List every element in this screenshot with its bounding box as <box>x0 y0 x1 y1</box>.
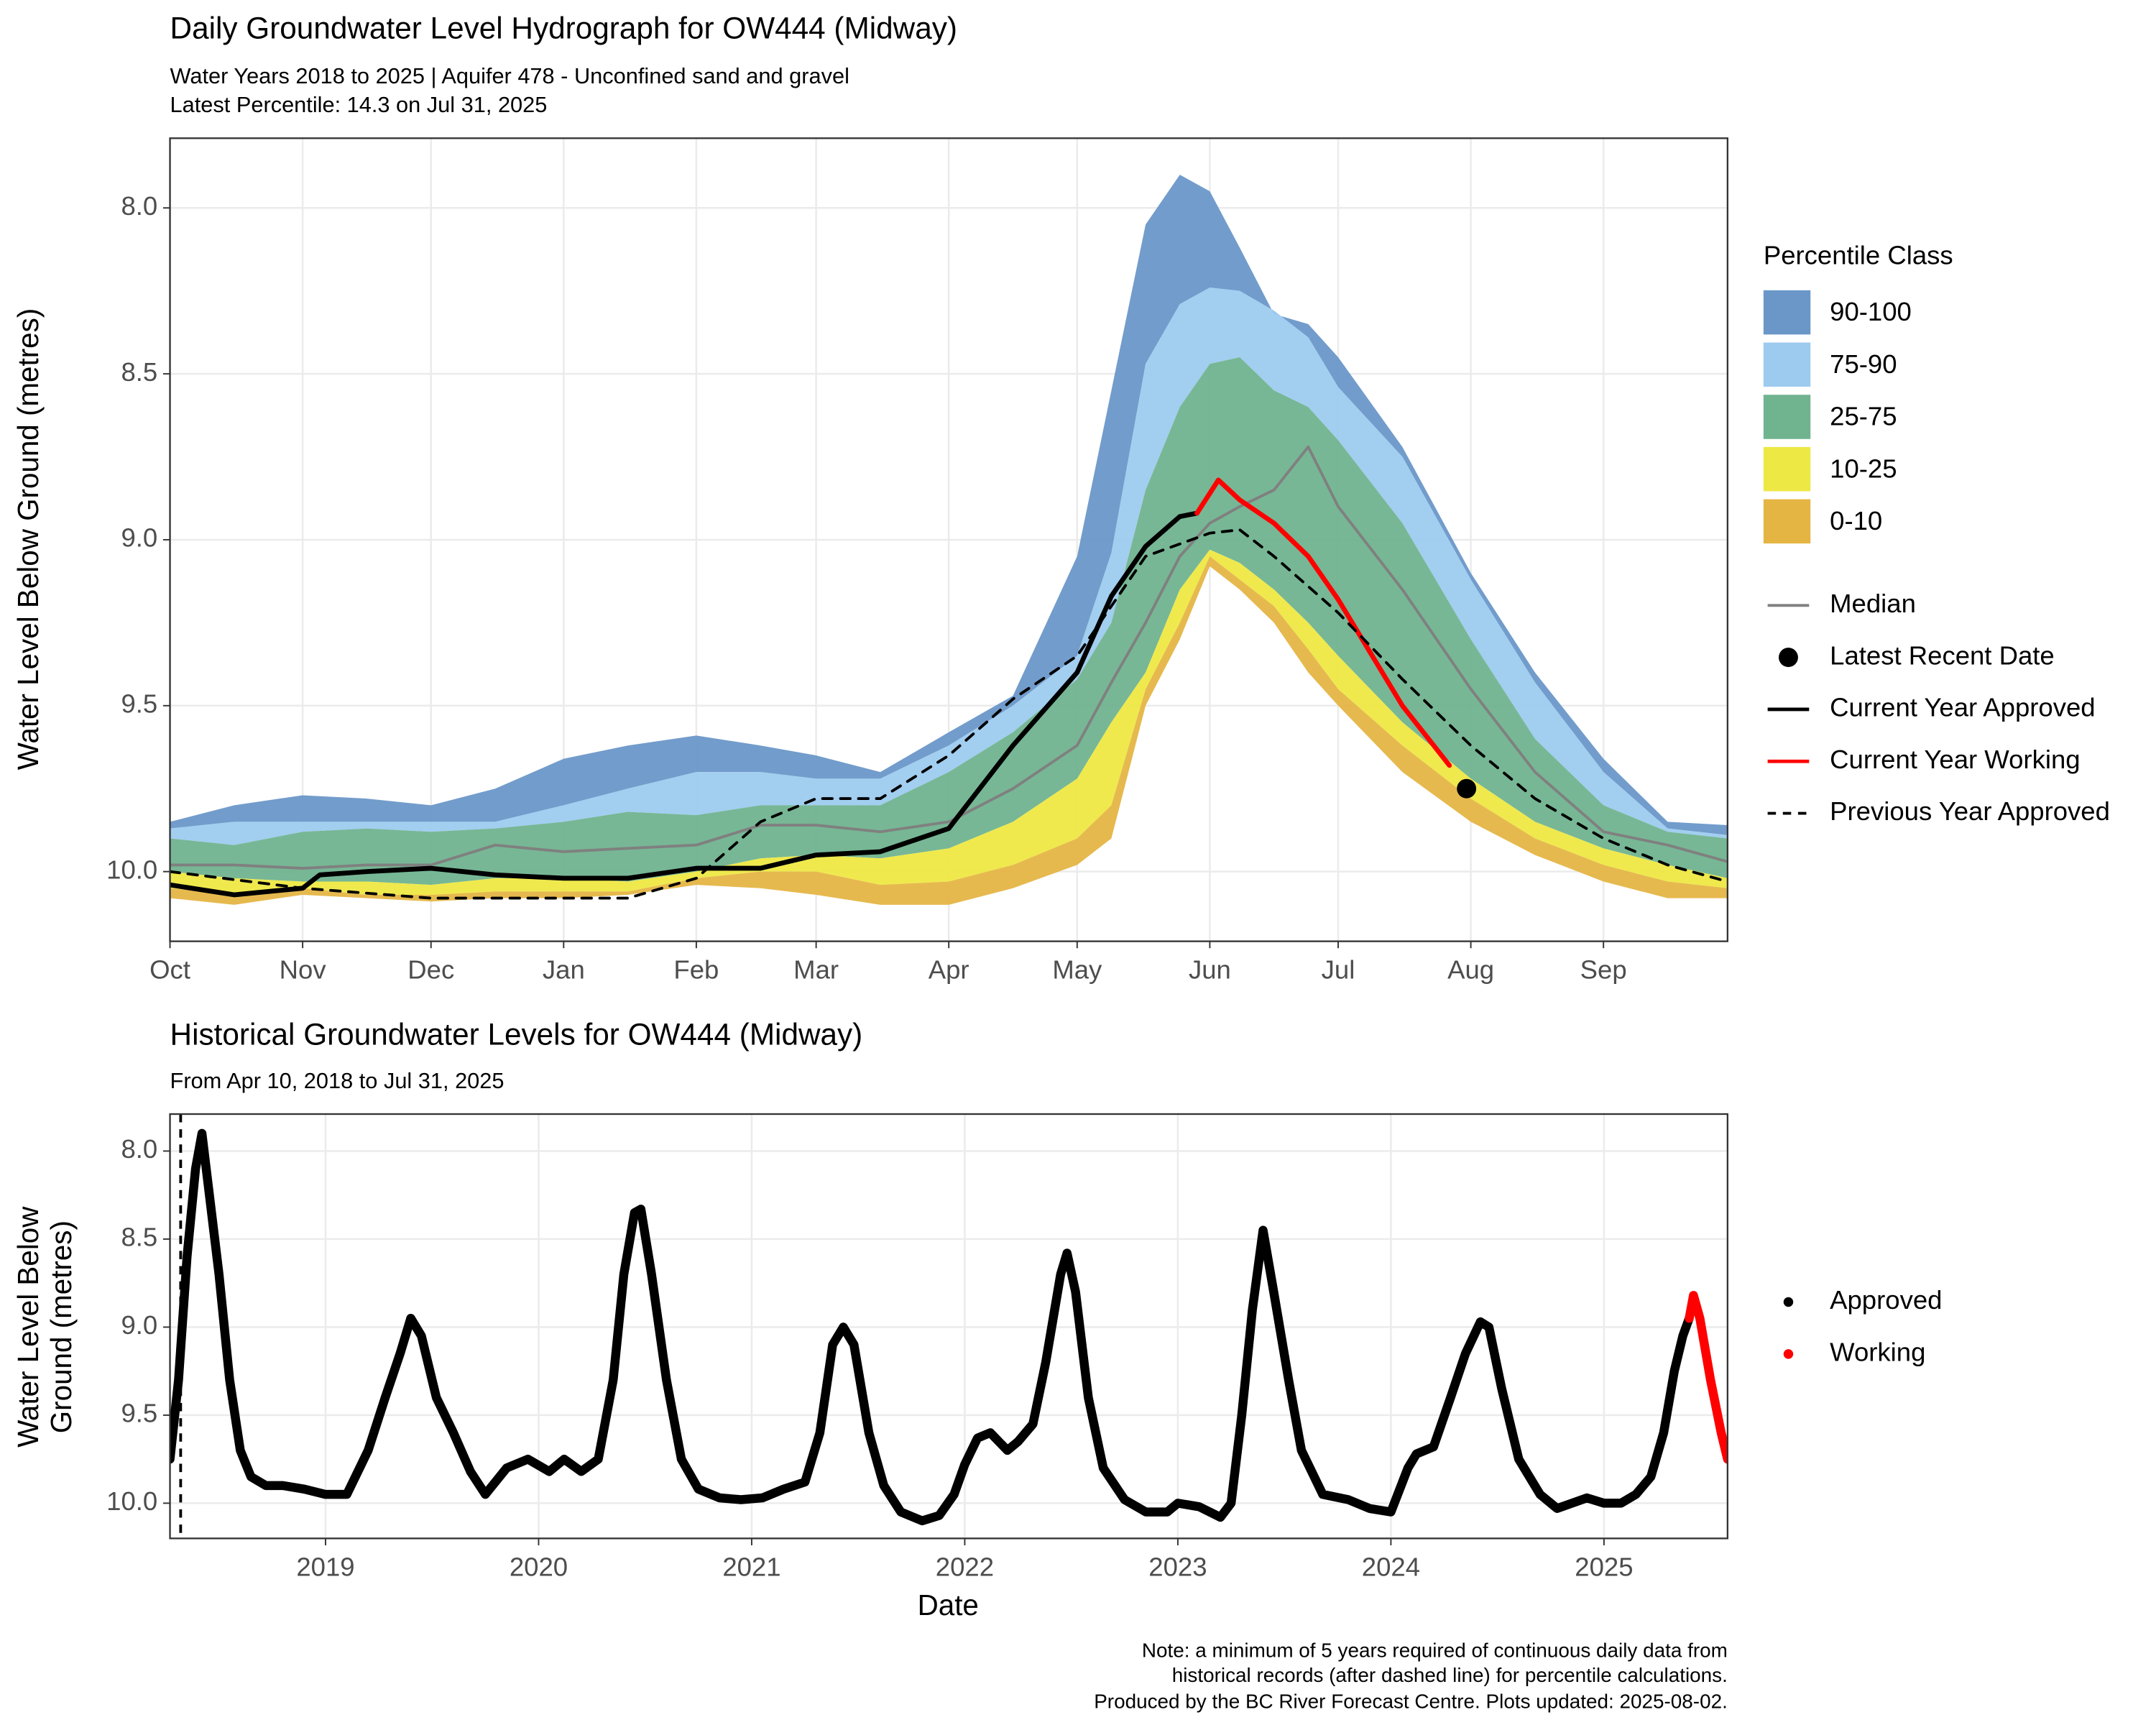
y-axis-label: Water Level Below <box>11 1206 45 1448</box>
chart-subtitle: From Apr 10, 2018 to Jul 31, 2025 <box>170 1068 505 1093</box>
chart-subtitle: Water Years 2018 to 2025 | Aquifer 478 -… <box>170 63 849 88</box>
series-dots <box>1685 1291 1728 1464</box>
y-tick-label: 9.0 <box>121 1310 157 1340</box>
chart-title: Historical Groundwater Levels for OW444 … <box>170 1017 863 1051</box>
legend-label: Previous Year Approved <box>1830 796 2110 826</box>
legend-swatch <box>1763 499 1811 544</box>
plot-area <box>170 1114 1728 1539</box>
legend-swatch <box>1763 446 1811 492</box>
legend-label: Working <box>1830 1338 1925 1367</box>
legend-label: 75-90 <box>1830 349 1897 379</box>
latest-point <box>1457 778 1477 799</box>
x-tick-label: 2025 <box>1575 1552 1633 1581</box>
legend-swatch <box>1763 342 1811 387</box>
x-tick-label: Nov <box>280 955 327 985</box>
y-axis-label: Ground (metres) <box>45 1220 78 1433</box>
percentile-band <box>170 357 1728 886</box>
x-tick-label: Jan <box>543 955 585 985</box>
plot-border <box>169 137 1728 942</box>
y-tick-label: 9.5 <box>121 1399 157 1428</box>
series-line <box>1194 477 1452 768</box>
series-line <box>170 445 1728 870</box>
legend-label: 0-10 <box>1830 506 1882 535</box>
note: Note: a minimum of 5 years required of c… <box>1142 1639 1728 1661</box>
percentile-band <box>170 288 1728 845</box>
plot-area <box>170 175 1728 905</box>
chart-title: Daily Groundwater Level Hydrograph for O… <box>170 11 957 45</box>
series-line <box>170 528 1728 900</box>
legend-marker <box>1783 1349 1794 1359</box>
x-tick-label: 2020 <box>510 1552 568 1581</box>
x-tick-label: Jul <box>1322 955 1355 985</box>
note: Produced by the BC River Forecast Centre… <box>1094 1690 1728 1713</box>
legend-label: 10-25 <box>1830 454 1897 483</box>
legend-label: Median <box>1830 589 1916 618</box>
x-tick-label: May <box>1052 955 1102 985</box>
legend-swatch <box>1763 290 1811 335</box>
series-line <box>170 510 1199 898</box>
series-dots <box>170 1128 1694 1526</box>
x-tick-label: 2023 <box>1148 1552 1207 1581</box>
legend-label: 25-75 <box>1830 402 1897 431</box>
x-tick-label: Jun <box>1189 955 1231 985</box>
x-tick-label: Sep <box>1580 955 1627 985</box>
legend-marker <box>1779 648 1798 668</box>
legend-label: Current Year Approved <box>1830 693 2095 722</box>
legend-marker <box>1783 1297 1794 1307</box>
x-tick-label: 2024 <box>1362 1552 1420 1581</box>
x-tick-label: Feb <box>673 955 719 985</box>
note: historical records (after dashed line) f… <box>1172 1664 1728 1686</box>
x-tick-label: Mar <box>793 955 839 985</box>
y-axis-label: Water Level Below Ground (metres) <box>11 308 45 770</box>
y-tick-label: 8.0 <box>121 1134 157 1164</box>
legend-swatch <box>1763 395 1811 439</box>
y-tick-label: 9.5 <box>121 689 157 718</box>
y-tick-label: 8.5 <box>121 1223 157 1252</box>
plot-border <box>169 1113 1728 1540</box>
x-tick-label: 2019 <box>296 1552 354 1581</box>
legend-label: Current Year Working <box>1830 745 2080 774</box>
y-tick-label: 10.0 <box>106 855 157 884</box>
x-tick-label: Aug <box>1447 955 1494 985</box>
x-tick-label: 2022 <box>936 1552 994 1581</box>
x-tick-label: Dec <box>407 955 454 985</box>
x-axis-label: Date <box>918 1588 979 1622</box>
y-tick-label: 8.0 <box>121 191 157 221</box>
legend-label: 90-100 <box>1830 297 1912 326</box>
y-tick-label: 8.5 <box>121 357 157 387</box>
y-tick-label: 9.0 <box>121 523 157 553</box>
x-tick-label: 2021 <box>722 1552 780 1581</box>
chart-subtitle: Latest Percentile: 14.3 on Jul 31, 2025 <box>170 92 548 117</box>
legend-title: Percentile Class <box>1764 240 1953 270</box>
x-tick-label: Oct <box>149 955 190 985</box>
legend-label: Latest Recent Date <box>1830 640 2055 670</box>
x-tick-label: Apr <box>929 955 969 985</box>
legend-label: Approved <box>1830 1285 1942 1315</box>
y-tick-label: 10.0 <box>106 1486 157 1516</box>
